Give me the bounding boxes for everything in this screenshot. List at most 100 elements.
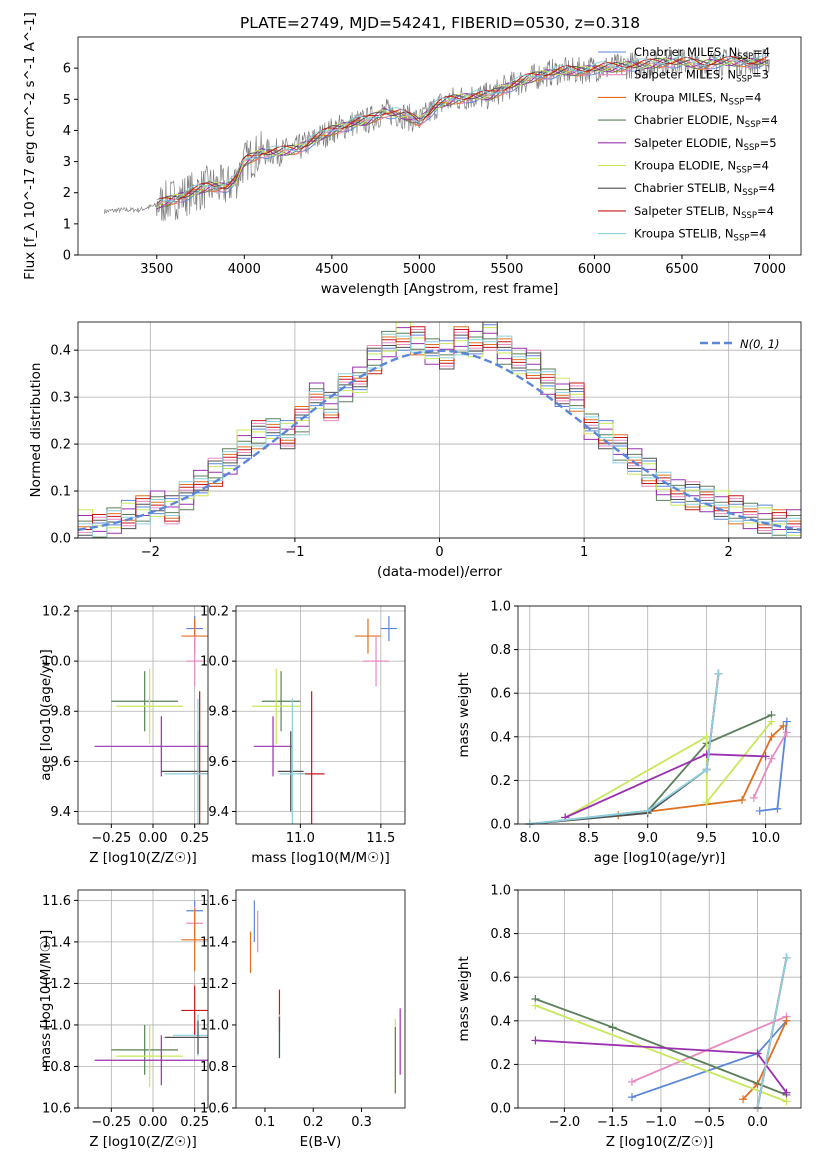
y-tick-label: 9.4 bbox=[50, 805, 71, 820]
series-marker-kroupa_elodie bbox=[531, 1001, 540, 1010]
y-tick-label: 0.0 bbox=[490, 818, 511, 833]
model-line-salpeter_miles bbox=[156, 59, 769, 205]
y-tick-label: 0.0 bbox=[50, 532, 71, 547]
series-marker-kroupa_miles bbox=[779, 721, 788, 730]
panel-massweight-7: −2.0 −1.5 −1.0 −0.5 0.0 0.0 0.2 0.4 0.6 0.8 1.0 Z [… bbox=[456, 884, 802, 1150]
x-tick-label: 7000 bbox=[753, 262, 786, 277]
legend-entry: Salpeter ELODIE, NSSP=5 bbox=[634, 136, 777, 153]
x-tick-label: −0.25 bbox=[91, 1115, 131, 1130]
legend-subscript: SSP bbox=[741, 211, 757, 221]
x-tick-label: 4500 bbox=[315, 262, 348, 277]
y-tick-label: 0.8 bbox=[490, 927, 511, 942]
x-tick-label: 8.5 bbox=[578, 831, 599, 846]
x-tick-label: 9.5 bbox=[696, 831, 717, 846]
x-axis-label: age [log10(age/yr)] bbox=[594, 850, 726, 866]
series-marker-salpeter_elodie bbox=[531, 1036, 540, 1045]
series-marker-salpeter_elodie bbox=[782, 1088, 791, 1097]
x-axis-label: mass [log10(M/M☉)] bbox=[251, 850, 390, 866]
panel-massweight-4: 8.0 8.5 9.0 9.5 10.0 0.0 0.2 0.4 0.6 0.8 1.0 age [l… bbox=[456, 600, 802, 866]
axes-frame bbox=[77, 321, 802, 539]
y-tick-label: 11.4 bbox=[200, 935, 229, 950]
series-marker-kroupa_stelib bbox=[714, 669, 723, 678]
legend-value: =4 bbox=[753, 45, 770, 59]
model-line-kroupa_miles bbox=[156, 58, 769, 206]
series-marker-kroupa_stelib bbox=[643, 806, 652, 815]
y-tick-label: 10.8 bbox=[42, 1060, 71, 1075]
legend-entry: Salpeter STELIB, NSSP=4 bbox=[634, 204, 774, 221]
series-line-salpeter_miles bbox=[631, 1015, 787, 1083]
x-tick-label: 0.00 bbox=[139, 831, 168, 846]
series-marker-chabrier_miles bbox=[755, 806, 764, 815]
x-tick-label: −1.5 bbox=[597, 1115, 629, 1130]
y-tick-label: 6 bbox=[63, 62, 71, 77]
x-tick-label: −2.0 bbox=[549, 1115, 581, 1130]
y-tick-label: 10.8 bbox=[200, 1060, 229, 1075]
axes-frame bbox=[77, 889, 209, 1109]
series-marker-salpeter_miles bbox=[782, 728, 791, 737]
x-tick-label: −1 bbox=[285, 545, 304, 560]
series-line-chabrier_stelib bbox=[529, 673, 720, 825]
legend-value: =4 bbox=[752, 159, 769, 173]
y-tick-label: 0.6 bbox=[490, 687, 511, 702]
y-tick-label: 0.3 bbox=[50, 391, 71, 406]
series-marker-kroupa_elodie bbox=[782, 1097, 791, 1106]
x-tick-label: 1 bbox=[580, 545, 588, 560]
panel-spectrum: 3500 4000 4500 5000 5500 6000 6500 7000 0 1 2 3 4 5 6 C… bbox=[22, 12, 802, 297]
legend-value: =4 bbox=[744, 90, 761, 104]
x-tick-label: 0.1 bbox=[255, 1115, 276, 1130]
y-tick-label: 1 bbox=[63, 217, 71, 232]
y-tick-label: 0.2 bbox=[490, 1058, 511, 1073]
y-tick-label: 10.0 bbox=[42, 655, 71, 670]
x-tick-label: 6000 bbox=[578, 262, 611, 277]
y-tick-label: 9.8 bbox=[50, 705, 71, 720]
model-line-kroupa_stelib bbox=[156, 55, 769, 202]
x-axis-label: Z [log10(Z/Z☉)] bbox=[89, 850, 197, 866]
x-axis-label: E(B-V) bbox=[300, 1134, 342, 1150]
x-tick-label: 0.25 bbox=[180, 1115, 209, 1130]
y-tick-label: 11.6 bbox=[200, 894, 229, 909]
x-tick-label: 0.0 bbox=[747, 1115, 768, 1130]
series-marker-kroupa_miles bbox=[738, 796, 747, 805]
y-axis-label: mass weight bbox=[456, 956, 472, 1041]
legend-entry: Kroupa STELIB, NSSP=4 bbox=[634, 227, 766, 244]
y-tick-label: 9.8 bbox=[208, 705, 229, 720]
x-tick-label: 3500 bbox=[140, 262, 173, 277]
series-marker-kroupa_miles bbox=[767, 732, 776, 741]
y-axis-label: mass weight bbox=[456, 672, 472, 757]
legend-subscript: SSP bbox=[745, 120, 761, 130]
model-line-kroupa_elodie bbox=[156, 57, 769, 208]
y-tick-label: 0.1 bbox=[50, 485, 71, 500]
axes-frame bbox=[517, 605, 802, 825]
legend-subscript: SSP bbox=[734, 234, 750, 244]
axes-frame bbox=[235, 889, 406, 1109]
x-tick-label: 0.00 bbox=[139, 1115, 168, 1130]
series-marker-kroupa_elodie bbox=[702, 732, 711, 741]
y-tick-label: 0.0 bbox=[490, 1102, 511, 1117]
panel-scatter-3: 11.0 11.5 9.4 9.6 9.8 10.0 10.2 mass [log10(M/M… bbox=[200, 605, 406, 866]
legend-entry: Kroupa ELODIE, NSSP=4 bbox=[634, 159, 769, 176]
series-marker-salpeter_miles bbox=[767, 754, 776, 763]
series-marker-kroupa_elodie bbox=[767, 717, 776, 726]
y-tick-label: 0.8 bbox=[490, 643, 511, 658]
x-tick-label: 5000 bbox=[403, 262, 436, 277]
legend-entry: Salpeter MILES, NSSP=3 bbox=[634, 68, 769, 85]
series-marker-salpeter_miles bbox=[627, 1077, 636, 1086]
legend-value: =4 bbox=[761, 113, 778, 127]
legend-subscript: SSP bbox=[742, 188, 758, 198]
series-line-kroupa_miles bbox=[618, 725, 784, 817]
y-tick-label: 9.6 bbox=[50, 755, 71, 770]
y-tick-label: 11.2 bbox=[200, 977, 229, 992]
y-tick-label: 5 bbox=[63, 93, 71, 108]
x-tick-label: 0.25 bbox=[180, 831, 209, 846]
y-tick-label: 0.4 bbox=[50, 344, 71, 359]
model-line-salpeter_stelib bbox=[156, 55, 769, 201]
y-tick-label: 0.2 bbox=[50, 438, 71, 453]
y-tick-label: 0 bbox=[63, 249, 71, 264]
axes-frame bbox=[235, 605, 406, 825]
series-line-kroupa_stelib bbox=[756, 957, 788, 1109]
y-tick-label: 1.0 bbox=[490, 600, 511, 615]
y-tick-label: 1.0 bbox=[490, 884, 511, 899]
series-marker-chabrier_elodie bbox=[608, 1023, 617, 1032]
legend-value: =4 bbox=[758, 181, 775, 195]
